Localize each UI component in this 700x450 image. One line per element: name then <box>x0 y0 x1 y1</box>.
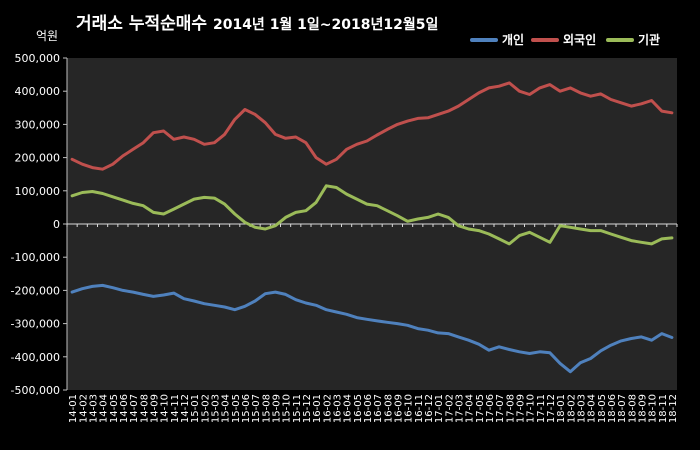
y-tick-label: 300,000 <box>15 118 61 131</box>
legend-swatch-foreign <box>531 37 559 42</box>
chart-title: 거래소 누적순매수 2014년 1월 1일~2018년12월5일 <box>76 9 438 34</box>
x-tick-label: 17-05 <box>475 394 486 423</box>
legend-swatch-individual <box>470 37 498 42</box>
x-tick-label: 14-12 <box>180 394 191 423</box>
x-tick-label: 14-09 <box>149 394 160 423</box>
x-tick-label: 18-07 <box>617 394 628 423</box>
x-axis: 14-01 14-02 14-03 14-04 14-05 14-06 14-07 14-08… <box>66 223 679 423</box>
x-tick-label: 17-10 <box>526 394 537 423</box>
x-tick-label: 18-11 <box>658 394 669 423</box>
y-tick-label: -200,000 <box>11 284 60 297</box>
x-tick-label: 18-02 <box>566 394 577 423</box>
x-tick-label: 18-03 <box>576 394 587 423</box>
x-tick-label: 15-03 <box>210 394 221 423</box>
x-tick-label: 15-07 <box>251 394 262 423</box>
x-tick-label: 14-08 <box>139 394 150 423</box>
legend-label-individual: 개인 <box>502 33 525 47</box>
x-tick-label: 17-03 <box>454 394 465 423</box>
y-tick-label: 500,000 <box>15 52 61 65</box>
x-tick-label: 16-05 <box>353 394 364 423</box>
y-tick-label: -400,000 <box>11 351 60 364</box>
y-axis: 500,000 400,000 300,000 200,000 100,000 0 -100… <box>11 52 68 397</box>
y-tick-label: -300,000 <box>11 318 60 331</box>
x-tick-label: 17-12 <box>546 394 557 423</box>
x-tick-label: 16-06 <box>363 394 374 423</box>
series-line-foreign <box>70 81 674 171</box>
legend-label-institution: 기관 <box>638 33 661 47</box>
x-tick-label: 15-04 <box>221 394 232 423</box>
legend-label-foreign: 외국인 <box>563 33 597 47</box>
x-tick-label: 14-04 <box>99 394 110 423</box>
x-tick-label: 17-07 <box>495 394 506 423</box>
x-tick-label: 15-11 <box>292 394 303 423</box>
chart-title-period: 2014년 1월 1일~2018년12월5일 <box>212 17 439 33</box>
x-tick-label: 15-01 <box>190 394 201 423</box>
x-tick-label: 16-01 <box>312 394 323 423</box>
legend-swatch-institution <box>606 37 634 42</box>
y-tick-label: 100,000 <box>15 185 61 198</box>
x-tick-label: 15-02 <box>200 394 211 423</box>
chart-title-main: 거래소 누적순매수 <box>76 14 208 34</box>
y-tick-label: 200,000 <box>15 152 61 165</box>
x-tick-label: 18-08 <box>627 394 638 423</box>
x-tick-label: 14-10 <box>160 394 171 423</box>
x-tick-label: 14-02 <box>78 394 89 423</box>
x-tick-label: 17-09 <box>515 394 526 423</box>
x-tick-label: 18-04 <box>587 394 598 423</box>
x-tick-label: 16-07 <box>373 394 384 423</box>
x-tick-label: 14-06 <box>119 394 130 423</box>
x-tick-label: 14-11 <box>170 394 181 423</box>
y-axis-unit-label: 억원 <box>36 29 59 43</box>
x-tick-label: 16-02 <box>322 394 333 423</box>
x-tick-label: 18-01 <box>556 394 567 423</box>
x-tick-label: 14-05 <box>109 394 120 423</box>
x-tick-label: 17-11 <box>536 394 547 423</box>
x-tick-label: 18-10 <box>648 394 659 423</box>
x-tick-label: 14-07 <box>129 394 140 423</box>
legend-item-foreign: 외국인 <box>531 31 596 48</box>
x-tick-label: 16-03 <box>332 394 343 423</box>
x-tick-label: 18-05 <box>597 394 608 423</box>
x-tick-label: 17-06 <box>485 394 496 423</box>
series-lines <box>70 81 674 374</box>
x-tick-label: 16-11 <box>414 394 425 423</box>
x-tick-label: 15-09 <box>271 394 282 423</box>
x-tick-label: 18-09 <box>637 394 648 423</box>
x-tick-label: 18-12 <box>668 394 679 423</box>
legend-item-institution: 기관 <box>606 31 660 48</box>
x-tick-label: 17-02 <box>444 394 455 423</box>
series-line-institution <box>70 184 674 246</box>
x-tick-label: 17-08 <box>505 394 516 423</box>
x-tick-label: 16-08 <box>383 394 394 423</box>
x-tick-label: 15-12 <box>302 394 313 423</box>
y-tick-label: 400,000 <box>15 85 61 98</box>
x-tick-label: 16-10 <box>404 394 415 423</box>
y-tick-label: -500,000 <box>11 384 60 397</box>
x-tick-label: 16-12 <box>424 394 435 423</box>
x-tick-label: 15-10 <box>282 394 293 423</box>
x-tick-label: 17-04 <box>465 394 476 423</box>
x-tick-label: 14-03 <box>88 394 99 423</box>
legend-item-individual: 개인 <box>470 31 524 48</box>
y-tick-label: 0 <box>53 218 60 231</box>
x-tick-label: 14-01 <box>68 394 79 423</box>
x-tick-label: 15-06 <box>241 394 252 423</box>
x-tick-label: 17-01 <box>434 394 445 423</box>
x-tick-label: 16-09 <box>393 394 404 423</box>
series-line-individual <box>70 283 674 374</box>
y-tick-label: -100,000 <box>11 251 60 264</box>
x-tick-label: 15-08 <box>261 394 272 423</box>
x-tick-label: 15-05 <box>231 394 242 423</box>
x-tick-label: 18-06 <box>607 394 618 423</box>
x-tick-label: 16-04 <box>343 394 354 423</box>
